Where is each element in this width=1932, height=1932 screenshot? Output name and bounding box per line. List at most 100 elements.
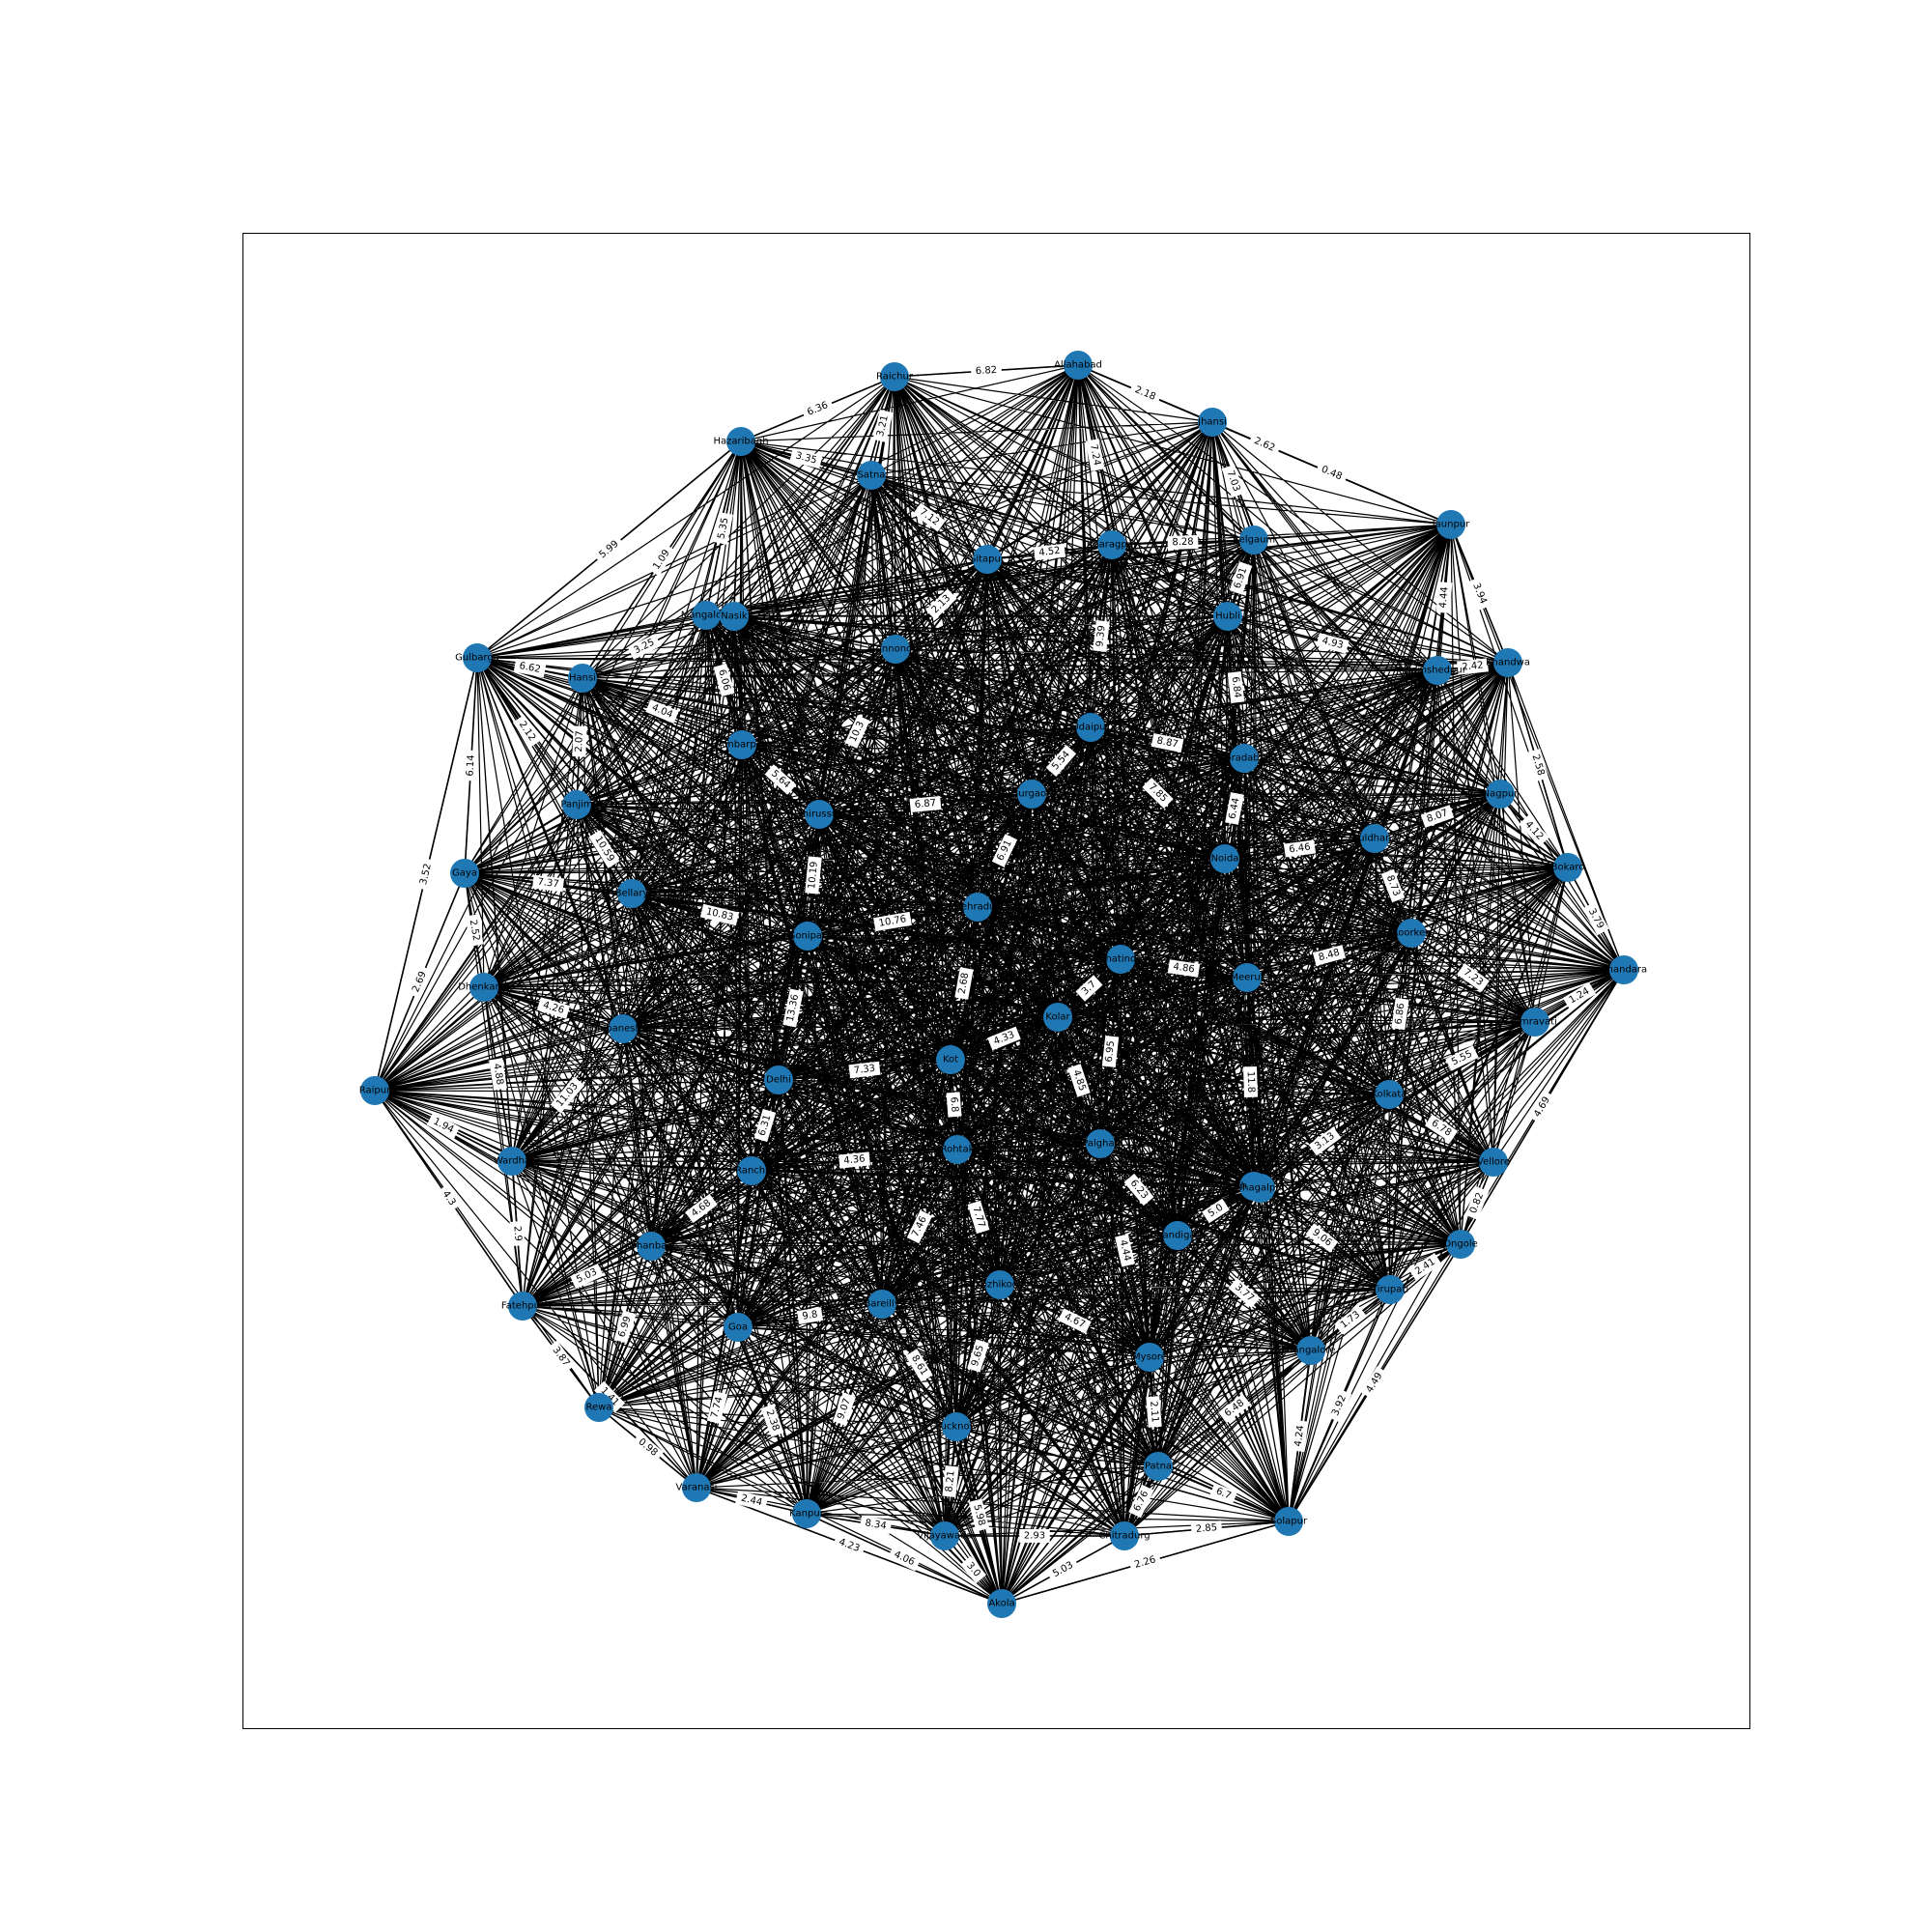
edge-weight-label: 6.36	[801, 396, 835, 422]
edge-weight-label: 7.03	[1221, 464, 1245, 498]
node-label: Sitapur	[970, 554, 1006, 565]
node-label: Akola	[988, 1599, 1014, 1609]
edge-weight-box	[942, 1465, 959, 1497]
edge-weight-label: 2.11	[1146, 1396, 1162, 1428]
node-label: Kharagpur	[1087, 540, 1138, 551]
edge-weight-box	[594, 1380, 625, 1413]
edge-weight-text: 8.21	[944, 1470, 956, 1492]
node-circle	[1163, 1221, 1192, 1250]
node-circle	[881, 635, 910, 664]
edge-weight-box	[613, 1310, 637, 1344]
edge-weight-label: 3.52	[415, 858, 437, 891]
node-label: Raipur	[359, 1086, 391, 1096]
node-label: Fatehpur	[501, 1301, 545, 1312]
node-circle	[943, 1135, 972, 1164]
edge-weight-box	[631, 1433, 665, 1463]
edge-weight-label: 4.26	[536, 997, 571, 1019]
edge-weight-label: 2.26	[1128, 1551, 1162, 1574]
node-label: Mysore	[1132, 1352, 1167, 1363]
edge-weight-box	[1128, 381, 1162, 407]
node-cannonore: Cannonore	[869, 635, 922, 664]
edge-weight-label: 2.42	[1457, 658, 1489, 675]
edge-weight-box	[513, 658, 547, 678]
edge-weight-box	[1045, 745, 1077, 777]
edge-weight-box	[714, 512, 733, 545]
edge-weight-label: 6.31	[753, 1108, 777, 1143]
edge-weight-label: 7.74	[706, 1390, 728, 1425]
edge-weight-label: 8.34	[859, 1516, 893, 1534]
node-jamshedpur: Jamshedpur	[1407, 656, 1467, 685]
edge-weight-label: 6.62	[513, 658, 547, 678]
node-varanasi: Varanasi	[676, 1473, 718, 1502]
edge-weight-box	[1128, 1551, 1162, 1574]
node-circle	[1375, 1080, 1404, 1109]
node-amravati: Amravati	[1513, 1008, 1557, 1037]
node-hazaribagh: Hazaribagh	[713, 427, 769, 456]
node-wardha: Wardha	[494, 1147, 530, 1176]
node-label: Bhagalpur	[1236, 1183, 1286, 1194]
edge-weight-label: 1.09	[647, 543, 676, 577]
edge-weight-text: 4.24	[1293, 1425, 1307, 1447]
edge-weight-label: 6.87	[909, 796, 942, 812]
node-akola: Akola	[987, 1589, 1016, 1618]
node-tirupati: Tirupati	[1371, 1275, 1408, 1304]
edge-weight-label: 3.94	[1467, 577, 1492, 611]
edge-weight-label: 5.99	[592, 534, 626, 565]
edge-weight-box	[872, 410, 894, 442]
edge-weight-text: 4.52	[1038, 546, 1061, 558]
edge-weight-box	[1360, 1366, 1389, 1400]
node-roorkee: Roorkee	[1392, 919, 1431, 948]
edge-weight-box	[1075, 975, 1103, 1002]
edge-weight-box	[1305, 1223, 1339, 1253]
edge-weight-box	[968, 1498, 990, 1532]
node-ongole: Ongole	[1443, 1230, 1478, 1259]
edge-weight-text: 7.33	[853, 1064, 875, 1077]
node-label: Varanasi	[676, 1483, 718, 1493]
edge-weight-box	[1315, 461, 1349, 486]
edge-weight-text: 6.84	[1230, 676, 1242, 698]
node-dhanbad: Dhanbad	[629, 1232, 673, 1261]
edge-weight-box	[647, 543, 676, 577]
node-label: Satna	[858, 470, 886, 481]
node-bhatinda: Bhatinda	[1099, 945, 1143, 974]
node-circle	[963, 893, 992, 922]
edge-weight-label: 8.28	[1167, 534, 1199, 551]
edge-weight-label: 2.44	[735, 1491, 768, 1511]
node-label: Dehradun	[953, 902, 1001, 913]
edge-weight-label: 10.19	[805, 856, 822, 895]
node-label: Kolkata	[1372, 1090, 1407, 1100]
node-raichur: Raichur	[876, 362, 914, 391]
edge-weight-label: 10.3	[844, 715, 870, 749]
edge-weight-text: 3.52	[418, 863, 434, 886]
node-label: Bhatinda	[1099, 954, 1143, 965]
node-circle	[1086, 1129, 1115, 1158]
node-circle	[1097, 530, 1126, 559]
node-label: Gurgaon	[1011, 789, 1053, 800]
edge-weight-text: 9.8	[802, 1309, 818, 1321]
edge-weight-label: 2.52	[465, 914, 484, 947]
node-circle	[1064, 351, 1093, 380]
plot-frame	[242, 233, 1750, 1729]
node-label: Cannonore	[869, 644, 922, 655]
node-chitradurg: Chitradurg	[1098, 1521, 1151, 1550]
edge-weight-box	[627, 634, 662, 660]
edge-weight-label: 4.52	[1033, 543, 1066, 561]
edge-weight-box	[1046, 1556, 1080, 1583]
edge-weight-box	[913, 502, 946, 532]
node-ambarpet: Ambarpet	[718, 730, 766, 759]
edge-weight-box	[1424, 1114, 1459, 1143]
node-thirussur: Thirussur	[796, 800, 842, 829]
node-label: Bokaro	[1551, 863, 1585, 873]
edge-weight-box	[1464, 1186, 1490, 1220]
node-label: Buldhana	[1351, 834, 1397, 844]
node-jaunpur: Jaunpur	[1432, 510, 1470, 539]
node-circle	[792, 1499, 821, 1528]
node-gaya: Gaya	[450, 859, 479, 888]
edge-weight-text: 2.42	[1462, 660, 1484, 672]
node-circle	[724, 1313, 753, 1342]
edge-weight-box	[536, 997, 571, 1019]
node-circle	[568, 664, 597, 693]
node-circle	[497, 1147, 526, 1176]
node-circle	[1210, 844, 1239, 873]
edge-weight-label: 9.8	[796, 1307, 824, 1324]
